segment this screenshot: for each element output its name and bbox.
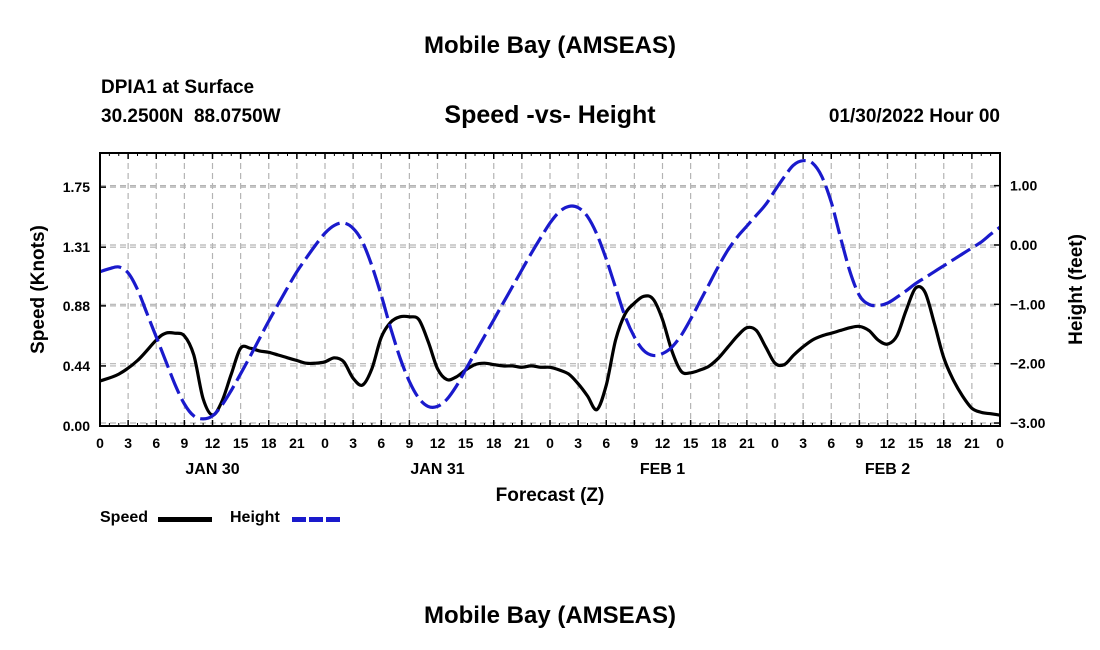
speed-series-line [99, 284, 1001, 417]
x-tick-label: 12 [205, 435, 221, 451]
x-tick-label: 15 [458, 435, 474, 451]
height-series-line [99, 158, 1001, 421]
x-tick-label: 21 [514, 435, 530, 451]
y-axis-title-right: Height (feet) [1066, 234, 1087, 345]
x-tick-label: 9 [180, 435, 188, 451]
x-axis-title: Forecast (Z) [496, 485, 605, 506]
y-tick-label-right: 0.00 [1010, 237, 1037, 253]
top-title: Mobile Bay (AMSEAS) [423, 32, 677, 59]
axis-ticks [99, 153, 1001, 427]
x-tick-label: 9 [405, 435, 413, 451]
legend-height-label: Height [230, 509, 280, 526]
series-lines [99, 158, 1001, 421]
station-label: DPIA1 at Surface [101, 77, 255, 98]
x-tick-label: 12 [655, 435, 671, 451]
x-date-label: FEB 2 [865, 461, 910, 478]
x-tick-label: 12 [880, 435, 896, 451]
x-tick-label: 18 [936, 435, 952, 451]
y-tick-label-right: −3.00 [1010, 415, 1046, 431]
x-tick-label: 21 [289, 435, 305, 451]
x-tick-label: 0 [771, 435, 779, 451]
grid-lines [100, 153, 1000, 426]
x-tick-label: 15 [908, 435, 924, 451]
x-tick-label: 0 [546, 435, 554, 451]
legend-height-swatch [292, 517, 342, 522]
bottom-title: Mobile Bay (AMSEAS) [423, 602, 677, 629]
legend-speed-label: Speed [100, 509, 149, 526]
x-tick-label: 0 [96, 435, 104, 451]
legend-speed-swatch [158, 517, 212, 522]
x-tick-label: 18 [711, 435, 727, 451]
speed-height-chart: 0 3 6 9 12 15 18 21 0 3 6 9 12 15 18 21 0 3 6 9 12 15 18 21 0 3 6 9… [28, 152, 1087, 506]
coordinates-label: 30.2500N 88.0750W [101, 106, 281, 127]
x-tick-label: 15 [233, 435, 249, 451]
x-tick-label: 0 [321, 435, 329, 451]
y-tick-label-right: −1.00 [1010, 296, 1046, 312]
x-tick-label: 6 [377, 435, 385, 451]
x-tick-label: 6 [152, 435, 160, 451]
x-tick-label: 15 [683, 435, 699, 451]
x-tick-label: 0 [996, 435, 1004, 451]
y-tick-label-left: 0.88 [63, 298, 90, 314]
x-tick-label: 9 [630, 435, 638, 451]
y-tick-label-left: 0.00 [63, 418, 90, 434]
chart-title: Speed -vs- Height [444, 101, 656, 129]
x-tick-label: 6 [602, 435, 610, 451]
y-tick-label-left: 0.44 [63, 358, 90, 374]
x-tick-label: 21 [964, 435, 980, 451]
axis-labels: 0 3 6 9 12 15 18 21 0 3 6 9 12 15 18 21 0 3 6 9 12 15 18 21 0 3 6 9… [28, 178, 1087, 506]
x-date-label: JAN 31 [410, 461, 464, 478]
y-tick-label-right: 1.00 [1010, 178, 1037, 194]
y-tick-label-right: −2.00 [1010, 356, 1046, 372]
x-date-label: JAN 30 [185, 461, 239, 478]
x-date-label: FEB 1 [640, 461, 685, 478]
x-tick-label: 6 [827, 435, 835, 451]
x-tick-label: 3 [124, 435, 132, 451]
x-tick-label: 21 [739, 435, 755, 451]
x-tick-label: 3 [574, 435, 582, 451]
x-tick-label: 9 [855, 435, 863, 451]
x-tick-label: 18 [261, 435, 277, 451]
y-axis-title-left: Speed (Knots) [28, 225, 49, 354]
y-tick-label-left: 1.31 [63, 239, 90, 255]
x-tick-label: 18 [486, 435, 502, 451]
y-tick-label-left: 1.75 [63, 179, 90, 195]
x-tick-label: 3 [349, 435, 357, 451]
x-tick-label: 3 [799, 435, 807, 451]
datetime-label: 01/30/2022 Hour 00 [828, 106, 1000, 127]
x-tick-label: 12 [430, 435, 446, 451]
